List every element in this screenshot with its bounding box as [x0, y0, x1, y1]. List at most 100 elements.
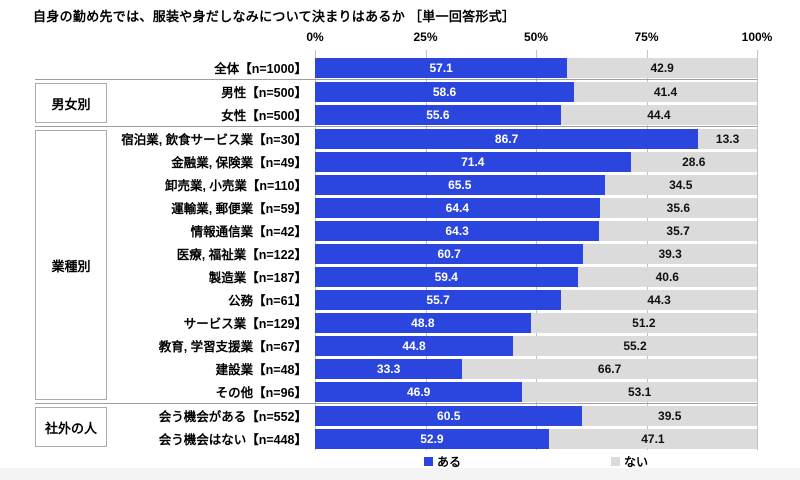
bar-segment-nai: 53.1	[522, 381, 757, 402]
bar-segment-nai: 35.6	[599, 197, 757, 218]
x-axis: 0% 25% 50% 75% 100%	[0, 30, 800, 46]
row-label: 卸売業, 小売業【n=110】	[164, 179, 307, 193]
group-section: 男女別 男性【n=500】 58.6 41.4 女性【n=500】 55.6 44.4	[35, 79, 757, 126]
x-axis-tick: 100%	[741, 30, 773, 44]
bar-segment-nai: 40.6	[577, 266, 757, 287]
row-bar: 86.7 13.3	[315, 128, 757, 149]
group-section: 社外の人 会う機会がある【n=552】 60.5 39.5 会う機会はない【n=448】…	[35, 403, 757, 450]
chart-row: 金融業, 保険業【n=49】 71.4 28.6	[35, 150, 757, 173]
bar-segment-nai: 35.7	[599, 220, 757, 241]
row-label: 医療, 福祉業【n=122】	[176, 248, 307, 262]
bar-segment-nai: 47.1	[548, 428, 757, 449]
group-label: 社外の人	[35, 407, 107, 447]
bar-segment-aru: 52.9	[315, 428, 549, 449]
x-axis-tick: 75%	[634, 30, 659, 44]
chart-row: 医療, 福祉業【n=122】 60.7 39.3	[35, 242, 757, 265]
row-label: 金融業, 保険業【n=49】	[171, 156, 307, 170]
chart-row: サービス業【n=129】 48.8 51.2	[35, 311, 757, 334]
x-axis-tick: 0%	[306, 30, 324, 44]
bar-segment-nai: 42.9	[567, 57, 757, 78]
legend-swatch-aru	[423, 456, 433, 466]
row-label: 女性【n=500】	[221, 109, 307, 123]
bar-segment-aru: 71.4	[315, 151, 631, 172]
chart-row: 建設業【n=48】 33.3 66.7	[35, 357, 757, 380]
row-bar: 52.9 47.1	[315, 428, 757, 449]
row-label: 宿泊業, 飲食サービス業【n=30】	[121, 133, 307, 147]
bar-segment-aru: 44.8	[315, 335, 514, 356]
row-bar: 64.4 35.6	[315, 197, 757, 218]
row-bar: 46.9 53.1	[315, 381, 757, 402]
row-label: その他【n=96】	[215, 386, 307, 400]
chart-row: 会う機会はない【n=448】 52.9 47.1	[35, 427, 757, 450]
row-label: 運輸業, 郵便業【n=59】	[171, 202, 307, 216]
row-label: 全体【n=1000】	[214, 62, 307, 76]
bar-segment-aru: 59.4	[315, 266, 578, 287]
chart-row: その他【n=96】 46.9 53.1	[35, 380, 757, 403]
bar-segment-nai: 44.4	[560, 104, 757, 125]
bar-segment-nai: 55.2	[513, 335, 757, 356]
row-bar: 33.3 66.7	[315, 358, 757, 379]
bar-segment-nai: 13.3	[698, 128, 757, 149]
bar-segment-aru: 55.6	[315, 104, 561, 125]
x-axis-tick: 25%	[413, 30, 438, 44]
chart-row: 卸売業, 小売業【n=110】 65.5 34.5	[35, 173, 757, 196]
bar-segment-nai: 39.3	[583, 243, 757, 264]
bar-segment-aru: 48.8	[315, 312, 531, 333]
chart-row: 女性【n=500】 55.6 44.4	[35, 103, 757, 126]
row-bar: 60.7 39.3	[315, 243, 757, 264]
bar-segment-aru: 86.7	[315, 128, 699, 149]
row-bar: 57.1 42.9	[315, 57, 757, 78]
group-section: 業種別 宿泊業, 飲食サービス業【n=30】 86.7 13.3 金融業, 保険業【n=…	[35, 126, 757, 403]
group-label: 男女別	[35, 83, 107, 123]
bar-segment-nai: 28.6	[630, 151, 757, 172]
bar-segment-nai: 66.7	[462, 358, 757, 379]
chart-row: 男性【n=500】 58.6 41.4	[35, 80, 757, 103]
chart-row: 全体【n=1000】 57.1 42.9	[35, 56, 757, 79]
row-bar: 48.8 51.2	[315, 312, 757, 333]
bar-segment-aru: 65.5	[315, 174, 605, 195]
row-bar: 58.6 41.4	[315, 81, 757, 102]
row-bar: 59.4 40.6	[315, 266, 757, 287]
bar-segment-aru: 46.9	[315, 381, 523, 402]
x-axis-tick: 50%	[523, 30, 549, 44]
bar-segment-aru: 55.7	[315, 289, 562, 310]
chart-row: 運輸業, 郵便業【n=59】 64.4 35.6	[35, 196, 757, 219]
legend-label-aru: ある	[436, 454, 461, 469]
bar-segment-nai: 41.4	[574, 81, 757, 102]
bar-segment-nai: 44.3	[561, 289, 757, 310]
legend-item-nai: ない	[611, 453, 648, 470]
group-label: 業種別	[35, 130, 107, 400]
chart-row: 宿泊業, 飲食サービス業【n=30】 86.7 13.3	[35, 127, 757, 150]
chart-row: 教育, 学習支援業【n=67】 44.8 55.2	[35, 334, 757, 357]
chart-title: 自身の勤め先では、服装や身だしなみについて決まりはあるか ［単一回答形式］	[33, 9, 516, 24]
row-label: 会う機会がある【n=552】	[158, 410, 307, 424]
row-bar: 64.3 35.7	[315, 220, 757, 241]
bar-segment-aru: 64.4	[315, 197, 600, 218]
chart-row: 製造業【n=187】 59.4 40.6	[35, 265, 757, 288]
legend-item-aru: ある	[423, 453, 461, 470]
row-bar: 71.4 28.6	[315, 151, 757, 172]
legend: ある ない	[315, 452, 757, 470]
gridline-100	[757, 50, 758, 450]
bar-segment-aru: 60.7	[315, 243, 584, 264]
bar-segment-aru: 57.1	[315, 57, 568, 78]
bar-segment-nai: 51.2	[530, 312, 757, 333]
row-bar: 55.6 44.4	[315, 104, 757, 125]
chart-row: 会う機会がある【n=552】 60.5 39.5	[35, 404, 757, 427]
row-bar: 60.5 39.5	[315, 405, 757, 426]
legend-swatch-nai	[611, 456, 620, 466]
row-bar: 65.5 34.5	[315, 174, 757, 195]
bar-segment-aru: 33.3	[315, 358, 463, 379]
row-label: 教育, 学習支援業【n=67】	[158, 340, 307, 354]
bottom-strip	[0, 468, 800, 480]
group-section: 全体【n=1000】 57.1 42.9	[35, 56, 757, 79]
row-label: 男性【n=500】	[221, 86, 307, 100]
chart-row: 公務【n=61】 55.7 44.3	[35, 288, 757, 311]
chart-rows: 全体【n=1000】 57.1 42.9 男女別 男性【n=500】 58.6 41.4 女性…	[35, 50, 758, 450]
row-label: 建設業【n=48】	[215, 363, 307, 377]
bar-segment-aru: 58.6	[315, 81, 574, 102]
row-bar: 44.8 55.2	[315, 335, 757, 356]
bar-segment-nai: 34.5	[604, 174, 757, 195]
row-label: 公務【n=61】	[228, 294, 307, 308]
